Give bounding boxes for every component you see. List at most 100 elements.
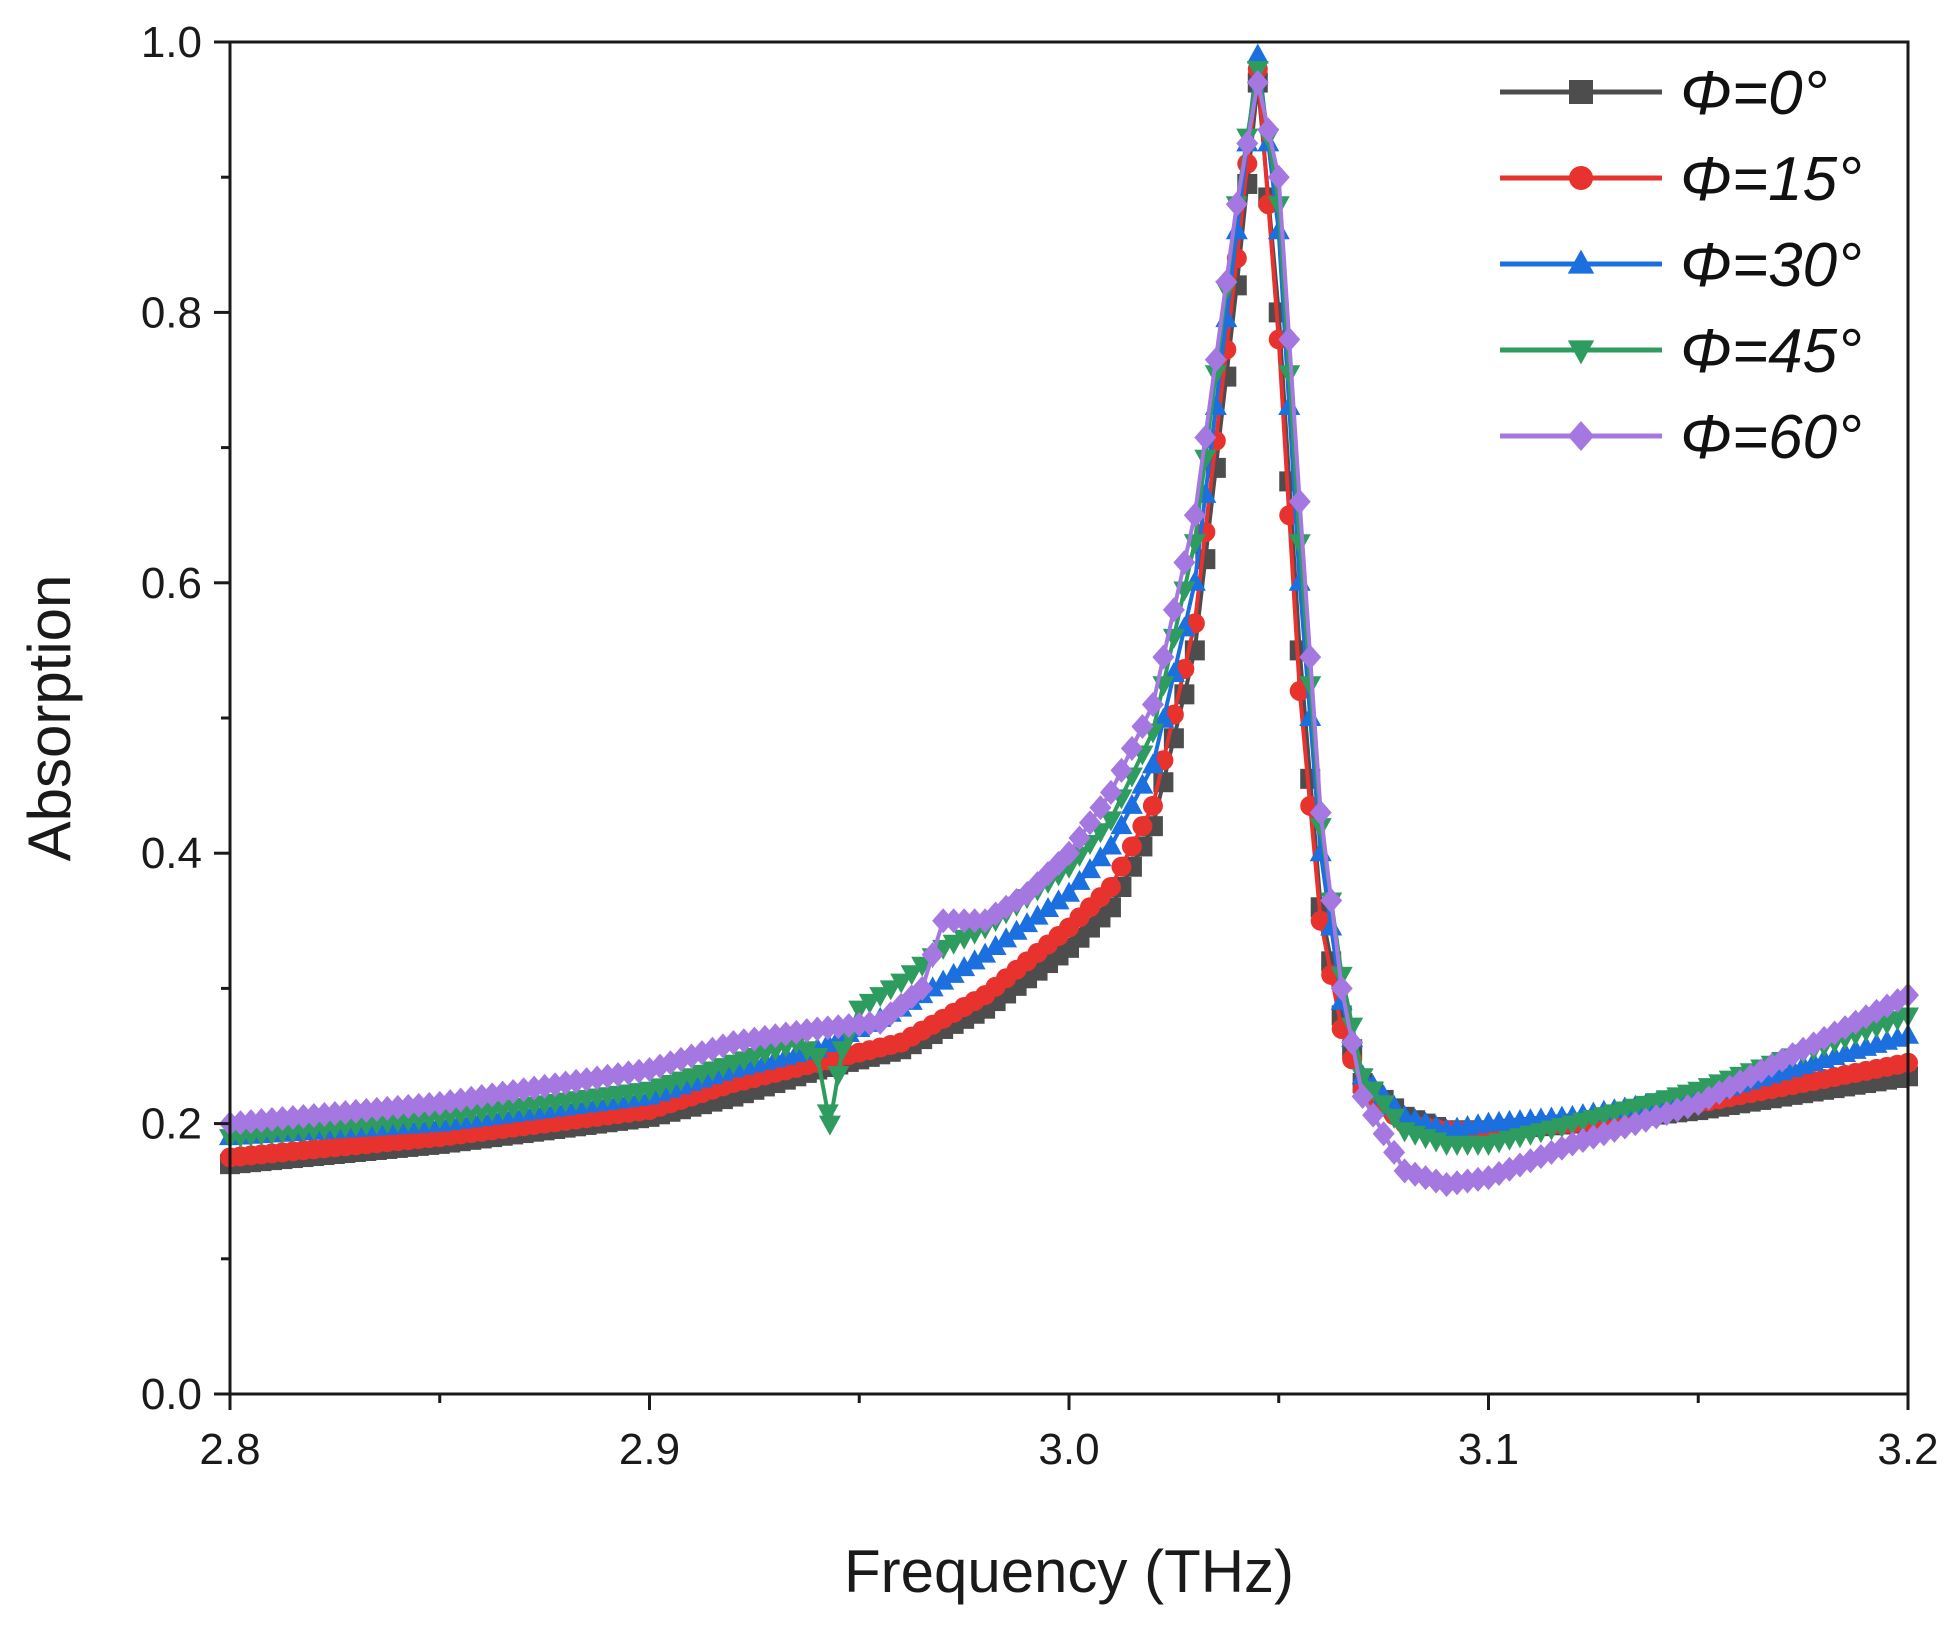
- data-point: [1362, 1081, 1385, 1102]
- data-point: [848, 1011, 871, 1037]
- data-point: [1120, 735, 1143, 761]
- data-point: [1068, 825, 1091, 851]
- data-point: [1383, 1139, 1406, 1165]
- data-point: [1288, 489, 1311, 515]
- data-point: [1121, 836, 1142, 857]
- series-line: [229, 67, 1909, 1160]
- ticks-layer: 2.8 2.9 3.0 3.1 3.2 0.0 0.2 0.4 0.6 0.8 1.0: [141, 18, 1939, 1474]
- data-point: [1078, 858, 1101, 879]
- data-point: [932, 969, 955, 990]
- data-point: [1089, 795, 1112, 821]
- data-point: [1099, 834, 1122, 855]
- data-point: [1152, 644, 1175, 670]
- data-point: [1099, 811, 1122, 832]
- series-4: [219, 70, 1919, 1197]
- legend-item: Φ=45°: [1500, 317, 1862, 386]
- data-point: [816, 1015, 839, 1041]
- data-point: [816, 1104, 839, 1125]
- data-point: [1341, 1029, 1364, 1055]
- series-line: [229, 67, 1909, 1146]
- series-0: [220, 72, 1918, 1175]
- data-point: [890, 973, 913, 994]
- data-point: [1215, 269, 1238, 295]
- data-point: [1111, 856, 1132, 877]
- legend-marker: [1567, 340, 1595, 365]
- data-point: [1110, 814, 1133, 835]
- data-point: [816, 1032, 839, 1053]
- data-point: [1089, 846, 1112, 867]
- data-point: [1288, 534, 1311, 555]
- data-point: [1162, 597, 1185, 623]
- data-point: [911, 956, 934, 977]
- data-point: [1309, 800, 1332, 826]
- data-point: [869, 987, 892, 1008]
- data-point: [1047, 889, 1070, 910]
- data-point: [1058, 881, 1080, 902]
- data-point: [1383, 1108, 1406, 1129]
- data-point: [1372, 1121, 1395, 1147]
- data-point: [1005, 919, 1028, 940]
- legend-item: Φ=0°: [1500, 59, 1827, 128]
- data-point: [1078, 810, 1101, 836]
- data-point: [984, 934, 1007, 955]
- series-3: [219, 61, 1919, 1156]
- legend-label: Φ=30°: [1680, 231, 1862, 300]
- series-line: [229, 80, 1909, 1187]
- data-point: [974, 942, 997, 963]
- data-point: [827, 1066, 850, 1087]
- data-point: [1194, 449, 1217, 470]
- data-point: [1099, 779, 1122, 805]
- data-point: [1131, 713, 1154, 739]
- data-point: [963, 949, 986, 970]
- y-tick-label: 0.4: [141, 829, 202, 878]
- data-point: [1299, 644, 1322, 670]
- series-layer: [219, 43, 1919, 1197]
- data-point: [1236, 130, 1259, 156]
- legend-marker: [1569, 166, 1593, 190]
- data-point: [1278, 365, 1301, 386]
- series-2: [219, 43, 1919, 1146]
- y-tick-label: 0.8: [141, 288, 202, 337]
- data-point: [1362, 1102, 1385, 1128]
- data-point: [1068, 869, 1091, 890]
- legend-marker: [1567, 249, 1595, 274]
- data-point: [831, 1041, 854, 1062]
- x-tick-label: 3.0: [1038, 1425, 1099, 1474]
- y-axis-title: Absorption: [16, 575, 83, 862]
- data-point: [1037, 896, 1060, 917]
- legend-marker: [1569, 80, 1593, 104]
- x-axis-title: Frequency (THz): [844, 1538, 1294, 1605]
- data-point: [1132, 816, 1153, 837]
- data-point: [1110, 757, 1133, 783]
- data-point: [1152, 707, 1175, 728]
- data-point: [1257, 117, 1280, 143]
- legend-item: Φ=60°: [1500, 403, 1862, 472]
- data-point: [1131, 773, 1154, 794]
- data-point: [911, 975, 934, 1001]
- data-point: [1351, 1084, 1374, 1110]
- data-point: [1141, 691, 1164, 717]
- data-point: [1120, 793, 1143, 814]
- data-point: [785, 1019, 808, 1045]
- x-tick-label: 2.9: [619, 1425, 680, 1474]
- data-point: [1372, 1095, 1395, 1116]
- data-point: [879, 980, 902, 1001]
- plot-frame: [228, 40, 1910, 1396]
- series-line: [229, 53, 1909, 1140]
- legend-label: Φ=0°: [1680, 59, 1827, 128]
- data-point: [1141, 753, 1164, 774]
- data-point: [1100, 877, 1121, 897]
- data-point: [1204, 347, 1227, 373]
- data-point: [1183, 502, 1206, 528]
- data-point: [1058, 840, 1080, 866]
- data-point: [1246, 43, 1269, 64]
- data-point: [1194, 424, 1217, 450]
- y-tick-label: 0.0: [141, 1370, 202, 1419]
- data-point: [921, 942, 944, 968]
- data-point: [1173, 550, 1196, 576]
- data-point: [1016, 912, 1039, 933]
- data-point: [1320, 888, 1343, 914]
- data-point: [858, 993, 881, 1014]
- x-tick-label: 2.8: [199, 1425, 260, 1474]
